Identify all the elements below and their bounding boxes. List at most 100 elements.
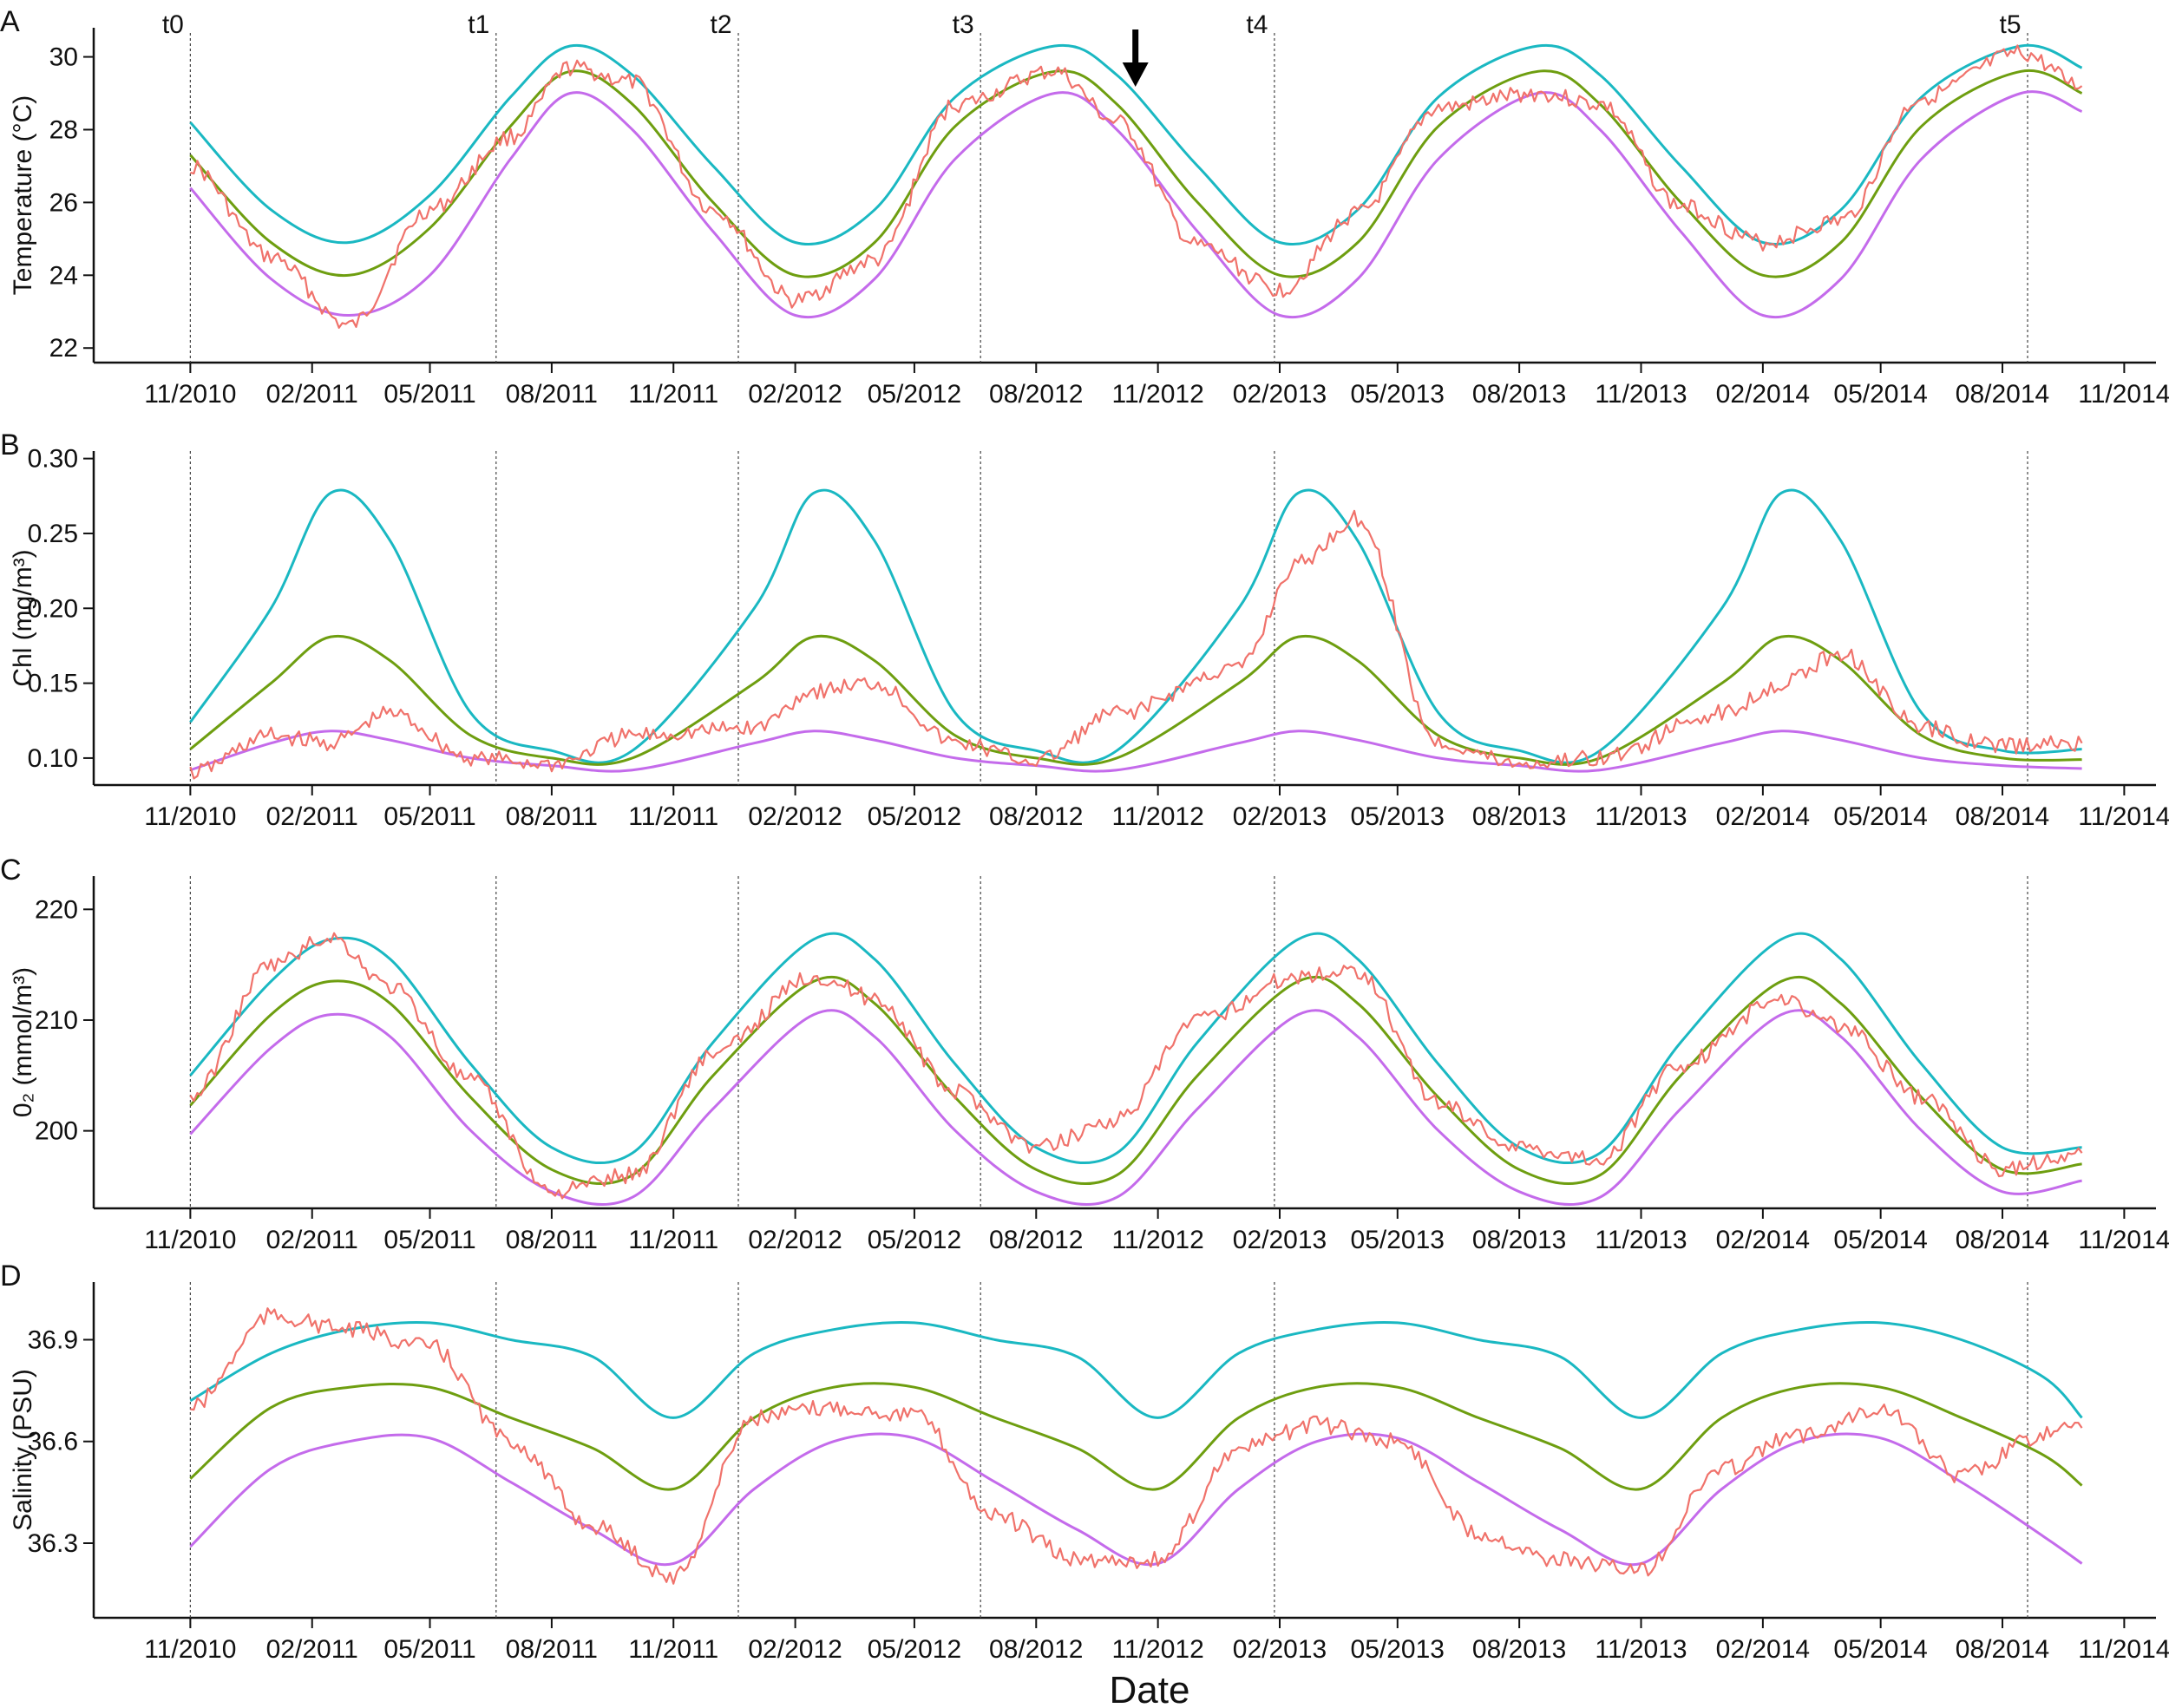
x-tick-label: 11/2013 [1595, 1635, 1687, 1664]
x-tick-label: 11/2013 [1595, 380, 1687, 409]
x-tick-label: 02/2014 [1716, 1635, 1810, 1664]
x-tick-label: 08/2013 [1472, 802, 1566, 831]
y-tick-label: 30 [49, 43, 78, 72]
y-tick-label: 0.15 [28, 670, 78, 698]
x-tick-label: 11/2011 [628, 380, 718, 409]
axes-layer: 22 24 26 28 30 11/2010 02/2011 05/2011 08/2011 11… [28, 28, 2169, 1664]
x-tick-label: 11/2010 [144, 802, 236, 831]
x-tick-label: 11/2012 [1112, 1635, 1204, 1664]
x-tick-label: 11/2012 [1112, 380, 1204, 409]
x-tick-label: 11/2013 [1595, 802, 1687, 831]
x-tick-label: 05/2014 [1833, 1226, 1927, 1254]
series-layer [189, 43, 2083, 1585]
x-tick-label: 11/2010 [144, 380, 236, 409]
x-tick-label: 05/2013 [1351, 1635, 1445, 1664]
x-tick-label: 11/2010 [144, 1226, 236, 1254]
x-tick-label: 05/2013 [1351, 802, 1445, 831]
x-tick-label: 11/2014 [2078, 802, 2169, 831]
series-line-lower [189, 1432, 2083, 1567]
series-line-lower [189, 1009, 2082, 1207]
x-tick-label: 02/2013 [1233, 380, 1327, 409]
x-tick-label: 05/2011 [383, 380, 475, 409]
panel-letter: C [0, 854, 22, 887]
series-line-observed [189, 509, 2083, 780]
panel-letter: D [0, 1260, 22, 1292]
period-label: t2 [710, 10, 731, 39]
period-label: t4 [1246, 10, 1268, 39]
series-line-lower [189, 90, 2083, 319]
x-tick-label: 02/2011 [266, 802, 358, 831]
x-tick-label: 11/2010 [144, 1635, 236, 1664]
x-tick-label: 02/2011 [266, 380, 358, 409]
period-label: t1 [468, 10, 489, 39]
series-line-mean [189, 1382, 2083, 1491]
x-tick-label: 11/2011 [628, 802, 718, 831]
x-tick-label: 11/2012 [1112, 1226, 1204, 1254]
series-line-mean [189, 69, 2083, 278]
y-tick-label: 36.3 [28, 1529, 78, 1558]
x-tick-label: 08/2011 [506, 1226, 598, 1254]
x-tick-label: 08/2014 [1956, 802, 2049, 831]
x-tick-label: 02/2014 [1716, 380, 1810, 409]
y-tick-label: 0.30 [28, 445, 78, 474]
annotation-arrow-head [1122, 62, 1149, 87]
panel-letter: A [0, 5, 20, 38]
x-tick-label: 11/2013 [1595, 1226, 1687, 1254]
x-tick-label: 02/2013 [1233, 802, 1327, 831]
label-layer: Date Temperature (°C) A Chl (mg/m³) B 0₂ (mm… [0, 5, 2022, 1708]
x-tick-label: 08/2012 [989, 802, 1083, 831]
period-label: t5 [1999, 10, 2021, 39]
x-axis-title: Date [1110, 1669, 1190, 1708]
x-tick-label: 02/2011 [266, 1226, 358, 1254]
panel-letter: B [0, 429, 20, 461]
x-tick-label: 02/2014 [1716, 1226, 1810, 1254]
x-tick-label: 05/2012 [868, 380, 961, 409]
y-tick-label: 220 [35, 895, 78, 924]
x-tick-label: 05/2012 [868, 1226, 961, 1254]
series-line-upper [189, 932, 2082, 1164]
x-tick-label: 02/2012 [748, 380, 842, 409]
x-tick-label: 11/2012 [1112, 802, 1204, 831]
y-tick-label: 0.25 [28, 520, 78, 548]
period-label: t3 [953, 10, 974, 39]
series-line-observed [190, 44, 2083, 329]
x-tick-label: 05/2011 [383, 1226, 475, 1254]
y-tick-label: 0.20 [28, 594, 78, 623]
x-tick-label: 08/2013 [1472, 1635, 1566, 1664]
x-tick-label: 05/2014 [1833, 380, 1927, 409]
x-tick-label: 02/2013 [1233, 1635, 1327, 1664]
x-tick-label: 11/2011 [628, 1635, 718, 1664]
y-tick-label: 36.9 [28, 1325, 78, 1354]
x-tick-label: 11/2014 [2078, 1635, 2169, 1664]
y-tick-label: 36.6 [28, 1428, 78, 1456]
x-tick-label: 08/2011 [506, 802, 598, 831]
x-tick-label: 02/2012 [748, 1226, 842, 1254]
x-tick-label: 02/2013 [1233, 1226, 1327, 1254]
y-tick-label: 210 [35, 1006, 78, 1035]
y-tick-label: 28 [49, 115, 78, 144]
x-tick-label: 08/2012 [989, 1635, 1083, 1664]
x-tick-label: 02/2014 [1716, 802, 1810, 831]
series-line-observed [189, 932, 2083, 1200]
x-tick-label: 05/2014 [1833, 802, 1927, 831]
x-tick-label: 05/2011 [383, 802, 475, 831]
series-line-observed [190, 1307, 2083, 1585]
y-tick-label: 200 [35, 1117, 78, 1146]
x-tick-label: 08/2014 [1956, 1635, 2049, 1664]
y-axis-title: Temperature (°C) [9, 95, 37, 295]
x-tick-label: 11/2011 [628, 1226, 718, 1254]
x-tick-label: 08/2012 [989, 380, 1083, 409]
y-tick-label: 26 [49, 188, 78, 217]
x-tick-label: 02/2012 [748, 1635, 842, 1664]
x-tick-label: 08/2014 [1956, 380, 2049, 409]
period-label: t0 [162, 10, 184, 39]
x-tick-label: 08/2011 [506, 380, 598, 409]
series-line-upper [189, 43, 2083, 246]
x-tick-label: 11/2014 [2078, 1226, 2169, 1254]
series-line-upper [189, 488, 2082, 764]
y-tick-label: 24 [49, 261, 78, 290]
y-tick-label: 0.10 [28, 744, 78, 773]
x-tick-label: 05/2012 [868, 802, 961, 831]
x-tick-label: 05/2013 [1351, 380, 1445, 409]
